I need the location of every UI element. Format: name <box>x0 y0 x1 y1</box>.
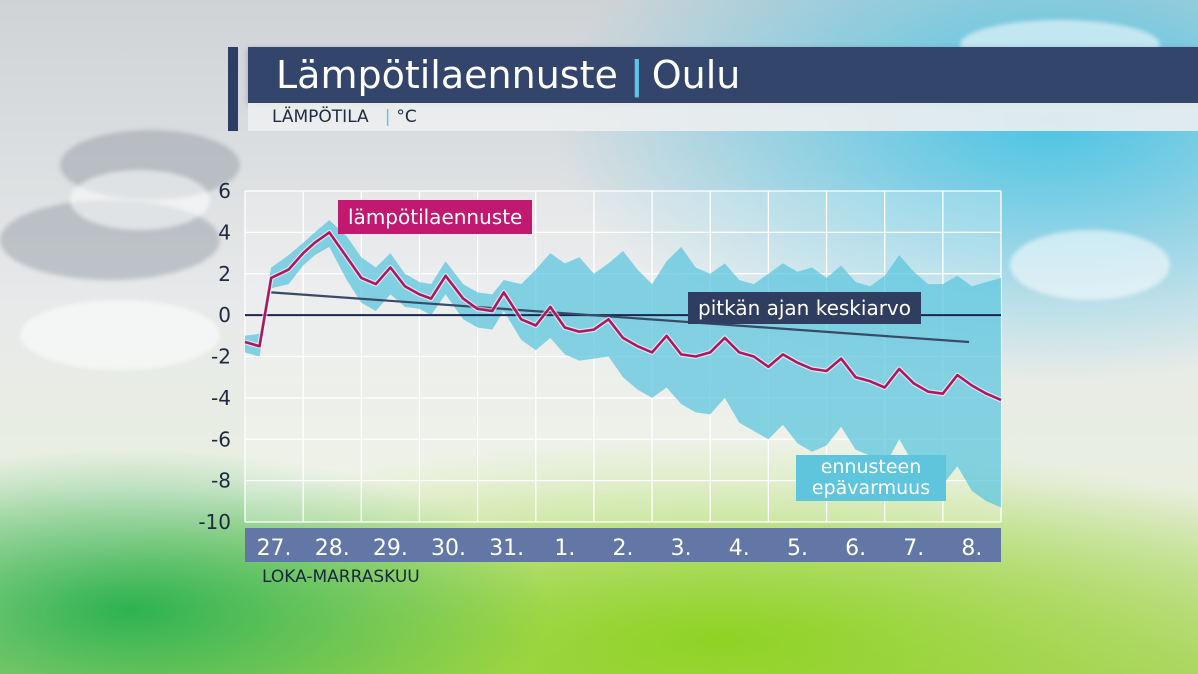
unit-label: °C <box>396 107 417 127</box>
location-name: Oulu <box>651 53 741 97</box>
title-bar: Lämpötilaennuste | Oulu <box>248 47 1198 103</box>
x-tick-label: 5. <box>787 536 808 561</box>
subtitle: LÄMPÖTILA <box>272 107 369 127</box>
x-tick-label: 3. <box>671 536 692 561</box>
long-term-mean-label: pitkän ajan keskiarvo <box>688 292 921 324</box>
x-tick-label: 30. <box>431 536 466 561</box>
x-tick-label: 29. <box>373 536 408 561</box>
cloud-shape <box>20 300 220 370</box>
y-tick-label: -2 <box>211 345 231 369</box>
subtitle-bar: LÄMPÖTILA | °C <box>248 103 1198 131</box>
forecast-label: lämpötilaennuste <box>338 200 533 234</box>
x-tick-label: 1. <box>554 536 575 561</box>
x-tick-label: 8. <box>961 536 982 561</box>
x-tick-label: 2. <box>613 536 634 561</box>
uncertainty-label: ennusteen epävarmuus <box>796 455 946 501</box>
x-tick-label: 31. <box>489 536 524 561</box>
y-tick-label: 2 <box>218 262 231 286</box>
x-axis-caption: LOKA-MARRASKUU <box>262 567 420 587</box>
uncertainty-label-line2: epävarmuus <box>811 477 931 499</box>
x-tick-label: 6. <box>845 536 866 561</box>
y-tick-label: -10 <box>198 510 231 534</box>
forecast-line <box>244 231 1002 402</box>
y-tick-label: 4 <box>218 220 231 244</box>
y-tick-label: -6 <box>211 427 231 451</box>
cloud-shape <box>70 170 210 230</box>
x-tick-label: 4. <box>729 536 750 561</box>
title-separator: | <box>629 53 644 97</box>
subtitle-separator: | <box>384 107 391 127</box>
page-title: Lämpötilaennuste <box>276 53 618 97</box>
long-term-mean-line <box>271 291 970 344</box>
y-tick-label: -4 <box>211 386 231 410</box>
cloud-shape <box>1010 230 1170 300</box>
uncertainty-label-line1: ennusteen <box>820 456 922 478</box>
y-tick-label: -8 <box>211 469 231 493</box>
header-accent <box>228 47 238 131</box>
x-tick-label: 28. <box>315 536 350 561</box>
y-tick-label: 6 <box>218 179 231 203</box>
x-axis-bar <box>245 528 1001 562</box>
x-tick-label: 27. <box>257 536 292 561</box>
x-tick-label: 7. <box>903 536 924 561</box>
y-tick-label: 0 <box>218 303 231 327</box>
